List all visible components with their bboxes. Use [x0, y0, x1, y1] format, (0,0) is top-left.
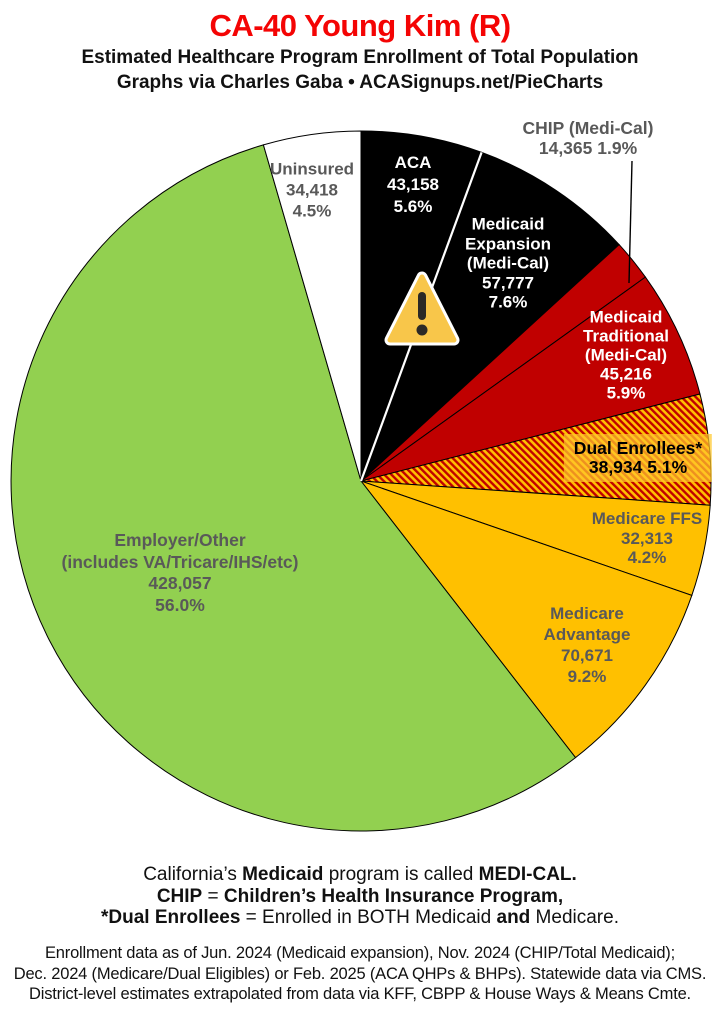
label-line: Traditional: [583, 326, 669, 346]
footer-line-1: Enrollment data as of Jun. 2024 (Medicai…: [45, 944, 675, 962]
label-line: 7.6%: [488, 292, 528, 312]
chart-credit: Graphs via Charles Gaba • ACASignups.net…: [116, 72, 604, 93]
chip-leader-line: [628, 160, 633, 284]
label-line: 428,057: [148, 573, 212, 593]
label-line: Expansion: [465, 233, 551, 253]
label-line: Dual Enrollees*: [573, 438, 703, 458]
notes-block: California’s Medicaid program is called …: [0, 864, 720, 929]
slice-label-medicaid-expansion: Medicaid Expansion (Medi-Cal) 57,777 7.6%: [465, 214, 551, 312]
label-line: Uninsured: [269, 159, 355, 179]
note-segment: = Enrolled in BOTH Medicaid: [240, 907, 497, 928]
note-segment: =: [202, 885, 224, 907]
slice-label-medicaid-traditional: Medicaid Traditional (Medi-Cal) 45,216 5.9%: [583, 308, 669, 403]
label-line: ACA: [394, 153, 432, 172]
warning-icon: [384, 271, 460, 346]
label-line: (Medi-Cal): [584, 345, 668, 365]
footer-line-3: District-level estimates extrapolated fr…: [29, 985, 691, 1003]
label-line: CHIP (Medi-Cal): [522, 118, 654, 138]
note-segment: MEDI-CAL.: [478, 864, 577, 885]
footer-line-2: Dec. 2024 (Medicare/Dual Eligibles) or F…: [13, 964, 707, 983]
slice-label-chip: CHIP (Medi-Cal) 14,365 1.9%: [523, 118, 654, 158]
note-segment: *Dual Enrollees: [101, 907, 241, 928]
note-segment: California’s: [143, 864, 243, 885]
note-segment: program is called: [323, 864, 479, 885]
label-line: 9.2%: [567, 667, 607, 686]
slice-label-dual-enrollees: Dual Enrollees* 38,934 5.1%: [563, 434, 713, 482]
note-line-chip: CHIP = Children’s Health Insurance Progr…: [0, 886, 720, 908]
note-segment: and: [496, 907, 531, 928]
label-line: 14,365 1.9%: [538, 138, 638, 158]
pie-slice-employer-other: [10, 144, 577, 832]
label-line: 5.6%: [393, 197, 433, 216]
slice-label-aca: ACA 43,158 5.6%: [387, 152, 439, 218]
label-line: 45,216: [600, 364, 652, 384]
label-line: 5.9%: [606, 383, 646, 403]
pie-slice-uninsured: [262, 130, 362, 482]
label-line: Employer/Other: [114, 530, 246, 550]
pie-slice-medicaid-expansion: [360, 151, 620, 482]
pie-slice-medicaid-traditional: [360, 276, 701, 482]
note-line-medicaid: California’s Medicaid program is called …: [0, 864, 720, 886]
label-line: Advantage: [543, 625, 631, 644]
page-title: CA-40 Young Kim (R): [209, 8, 511, 43]
label-line: 57,777: [482, 272, 534, 292]
slice-label-uninsured: Uninsured 34,418 4.5%: [270, 159, 354, 222]
label-line: 4.5%: [292, 201, 332, 221]
note-segment: CHIP: [156, 885, 203, 907]
label-line: Medicaid: [471, 214, 545, 234]
label-line: 70,671: [560, 646, 613, 665]
label-line: 56.0%: [155, 594, 205, 615]
slice-label-employer-other: Employer/Other (includes VA/Tricare/IHS/e…: [62, 530, 299, 616]
footer-block: Enrollment data as of Jun. 2024 (Medicai…: [0, 943, 720, 1005]
label-line: (Medi-Cal): [466, 253, 550, 273]
pie-slice-medicare-advantage: [359, 479, 693, 759]
label-line: 34,418: [286, 180, 338, 200]
label-line: 43,158: [387, 175, 439, 194]
label-line: Medicare: [550, 604, 624, 623]
note-line-dual: *Dual Enrollees = Enrolled in BOTH Medic…: [0, 907, 720, 929]
label-line: Medicaid: [589, 307, 663, 327]
note-segment: Medicaid: [242, 864, 324, 885]
note-segment: Children’s Health Insurance Program,: [223, 885, 564, 907]
label-line: 32,313: [620, 528, 673, 548]
label-line: (includes VA/Tricare/IHS/etc): [61, 551, 299, 572]
label-line: 4.2%: [627, 547, 667, 567]
chart-subtitle: Estimated Healthcare Program Enrollment …: [81, 47, 639, 68]
slice-label-medicare-advantage: Medicare Advantage 70,671 9.2%: [544, 603, 631, 687]
slice-label-medicare-ffs: Medicare FFS 32,313 4.2%: [592, 509, 703, 568]
label-line: 38,934 5.1%: [588, 457, 688, 477]
note-segment: Medicare.: [530, 907, 619, 928]
label-line: Medicare FFS: [591, 508, 703, 528]
